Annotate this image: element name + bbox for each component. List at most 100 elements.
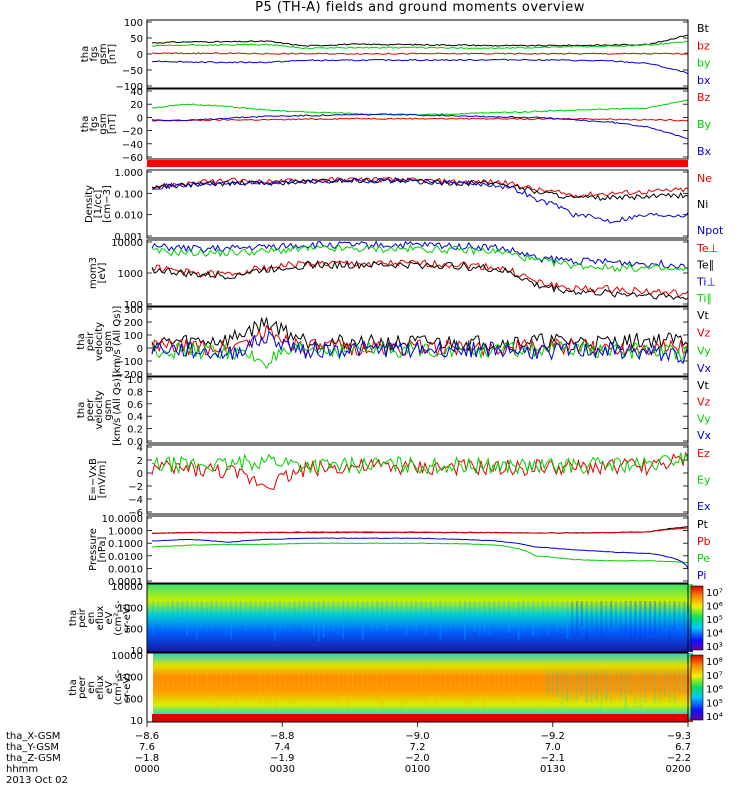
spectrogram-strip [454, 670, 457, 697]
legend-Ey: Ey [697, 474, 711, 487]
spectrogram-strip [556, 670, 559, 698]
colorbar [690, 654, 704, 721]
y-axis-label: gsm [103, 331, 114, 352]
legend-Vx: Vx [697, 429, 712, 442]
panel-frame [146, 444, 689, 515]
spectrogram-strip [390, 670, 393, 699]
y-axis-label: eflux [95, 675, 106, 700]
x-row-label: tha_Z-GSM [6, 753, 61, 764]
series-Te∥ [151, 260, 689, 301]
spectrogram-strip [254, 670, 257, 711]
y-axis-label: en [86, 612, 97, 625]
y-axis-label: eV [104, 681, 115, 694]
y-tick-label: 10 [130, 716, 143, 727]
legend-Vt: Vt [697, 379, 710, 392]
legend-bz: bz [697, 39, 710, 52]
spectrogram-strip [332, 670, 335, 704]
y-tick-label: −60 [122, 153, 143, 164]
y-tick-label: −100 [116, 82, 143, 93]
spectrogram-strip [420, 670, 423, 696]
spectrogram-strip [200, 601, 203, 629]
y-tick-label: −2 [128, 482, 143, 493]
spectrogram-strip [283, 670, 286, 701]
spectrogram-strip [405, 601, 408, 637]
spectrogram-strip [653, 601, 657, 635]
x-row-label: tha_Y-GSM [6, 742, 59, 753]
spectrogram-strip [551, 670, 554, 692]
y-axis-label: tha [80, 46, 91, 62]
x-tick-label: 7.2 [410, 742, 426, 753]
legend-Ti⊥: Ti⊥ [696, 275, 716, 288]
spectrogram-strip [234, 601, 238, 623]
spectrogram-strip [356, 670, 359, 701]
panel-frame [146, 19, 689, 89]
series-Bt [151, 34, 689, 47]
legend-Pb: Pb [697, 535, 711, 548]
x-tick-label: −8.6 [135, 731, 159, 742]
y-tick-label: 0 [137, 50, 143, 61]
spectrogram-strip [649, 601, 652, 634]
spectrogram-strip [220, 601, 223, 627]
y-axis-label: sr-eV) [122, 673, 133, 702]
spectrogram-strip [205, 601, 208, 633]
spectrogram-strip [658, 601, 661, 632]
spectrogram-strip [176, 601, 179, 623]
y-tick-label: 10.0000 [102, 514, 143, 525]
spectrogram-strip [361, 670, 364, 700]
spectrogram-strip [288, 601, 291, 633]
colorbar-tick-label: 10⁵ [706, 698, 723, 709]
x-tick-label: −9.2 [541, 731, 565, 742]
y-axis-label: [mV/m] [97, 461, 108, 499]
spectrogram-strip [264, 601, 267, 629]
spectrogram-strip [468, 601, 471, 623]
x-tick-label: 7.0 [545, 742, 561, 753]
y-tick-label: 10000 [111, 238, 143, 249]
spectrogram-strip [639, 601, 642, 642]
spectrogram-strip [473, 601, 476, 633]
y-tick-label: 1.000 [114, 168, 143, 179]
series-Ti∥ [151, 243, 689, 273]
spectrogram-strip [215, 601, 218, 628]
spectrogram-strip [502, 670, 506, 708]
legend-Vx: Vx [697, 362, 712, 375]
spectrogram-strip [405, 670, 408, 702]
spectrogram-strip [361, 601, 364, 640]
x-tick-label: −1.9 [270, 753, 294, 764]
spectrogram-strip [590, 670, 593, 703]
spectrogram-strip [307, 601, 311, 629]
spectrogram-strip [634, 601, 637, 638]
spectrogram-strip [619, 601, 622, 633]
legend-Bx: Bx [697, 145, 712, 158]
spectrogram-strip [595, 670, 598, 701]
spectrogram-strip [683, 601, 686, 628]
y-axis-label: tha [80, 116, 91, 132]
y-axis-label: (cm²-s- [113, 600, 124, 636]
y-tick-label: 0.0001 [108, 577, 143, 588]
spectrogram-strip [288, 670, 291, 705]
y-axis-label: tha [68, 679, 79, 695]
spectrogram-strip [658, 670, 661, 704]
spectrogram-strip [268, 670, 272, 702]
spectrogram-strip [605, 601, 608, 631]
y-tick-label: 0.0 [127, 437, 143, 448]
spectrogram-strip [171, 601, 174, 624]
y-tick-label: 0 [137, 113, 143, 124]
y-axis-label: tha [68, 610, 79, 626]
spectrogram-strip [434, 670, 437, 708]
spectrogram-strip [522, 601, 525, 628]
y-axis-label: Density [84, 185, 95, 223]
spectrogram-strip [624, 670, 627, 711]
legend-Te⊥: Te⊥ [696, 242, 718, 255]
spectrogram-strip [683, 670, 686, 694]
y-tick-label: 100 [124, 18, 143, 29]
legend-Pt: Pt [697, 518, 709, 531]
spectrogram-strip [264, 670, 267, 707]
spectrogram-strip [254, 601, 257, 628]
spectrogram-strip [166, 601, 169, 630]
spectrogram-strip [493, 601, 496, 625]
spectrogram-strip [541, 670, 545, 710]
legend-Vz: Vz [697, 327, 711, 340]
y-tick-label: 1000 [118, 603, 143, 614]
